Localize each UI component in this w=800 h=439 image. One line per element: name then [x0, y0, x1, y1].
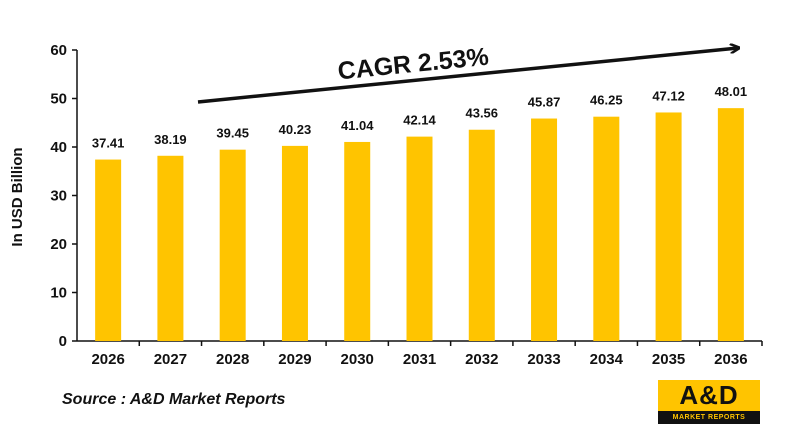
y-tick-label: 10	[50, 285, 67, 302]
data-label: 48.01	[715, 84, 748, 99]
x-tick-label: 2028	[216, 351, 249, 368]
x-tick-label: 2036	[714, 351, 747, 368]
bar	[95, 159, 122, 341]
data-label: 46.25	[590, 93, 623, 108]
y-axis-title: In USD Billion	[9, 147, 26, 246]
y-tick-label: 50	[50, 91, 67, 108]
data-labels: 37.41 38.19 39.45 40.23 41.04 42.14 43.56 45.87…	[92, 84, 747, 150]
x-axis: 2026 2027 2028 2029 2030 2031 2032 2033 2034 2035…	[77, 340, 763, 368]
x-tick-label: 2032	[465, 351, 498, 368]
logo-subtext: MARKET REPORTS	[672, 414, 746, 421]
bar	[717, 108, 744, 342]
bar	[344, 141, 371, 341]
data-label: 40.23	[279, 122, 312, 137]
data-label: 45.87	[528, 95, 561, 110]
y-tick-label: 20	[50, 236, 67, 253]
x-tick-label: 2031	[403, 351, 436, 368]
x-tick-label: 2026	[91, 351, 124, 368]
y-tick-label: 30	[50, 188, 67, 205]
y-tick-label: 0	[59, 333, 67, 350]
x-tick-label: 2034	[590, 351, 624, 368]
data-label: 43.56	[465, 106, 498, 121]
bar	[531, 118, 558, 341]
x-tick-label: 2033	[527, 351, 560, 368]
bar	[593, 116, 620, 341]
data-label: 39.45	[216, 126, 249, 141]
x-tick-label: 2030	[341, 351, 374, 368]
cagr-arrow	[197, 48, 738, 104]
y-axis: 0 10 20 30 40 50 60	[50, 42, 78, 350]
bars	[95, 108, 744, 342]
data-label: 47.12	[652, 88, 685, 103]
bar	[281, 145, 308, 341]
bar	[157, 155, 184, 341]
y-tick-label: 60	[50, 42, 67, 59]
ad-market-reports-logo: A&D MARKET REPORTS	[658, 380, 760, 424]
y-tick-label: 40	[50, 139, 67, 156]
x-tick-label: 2027	[154, 351, 187, 368]
x-tick-label: 2035	[652, 351, 685, 368]
data-label: 37.41	[92, 136, 125, 151]
bar	[655, 112, 682, 341]
data-label: 42.14	[403, 113, 436, 128]
logo-text: A&D	[658, 380, 760, 411]
bar	[468, 129, 495, 341]
bar	[406, 136, 433, 341]
data-label: 38.19	[154, 132, 187, 147]
data-label: 41.04	[341, 118, 374, 133]
x-tick-label: 2029	[278, 351, 311, 368]
bar	[219, 149, 246, 341]
source-note: Source : A&D Market Reports	[62, 391, 286, 408]
